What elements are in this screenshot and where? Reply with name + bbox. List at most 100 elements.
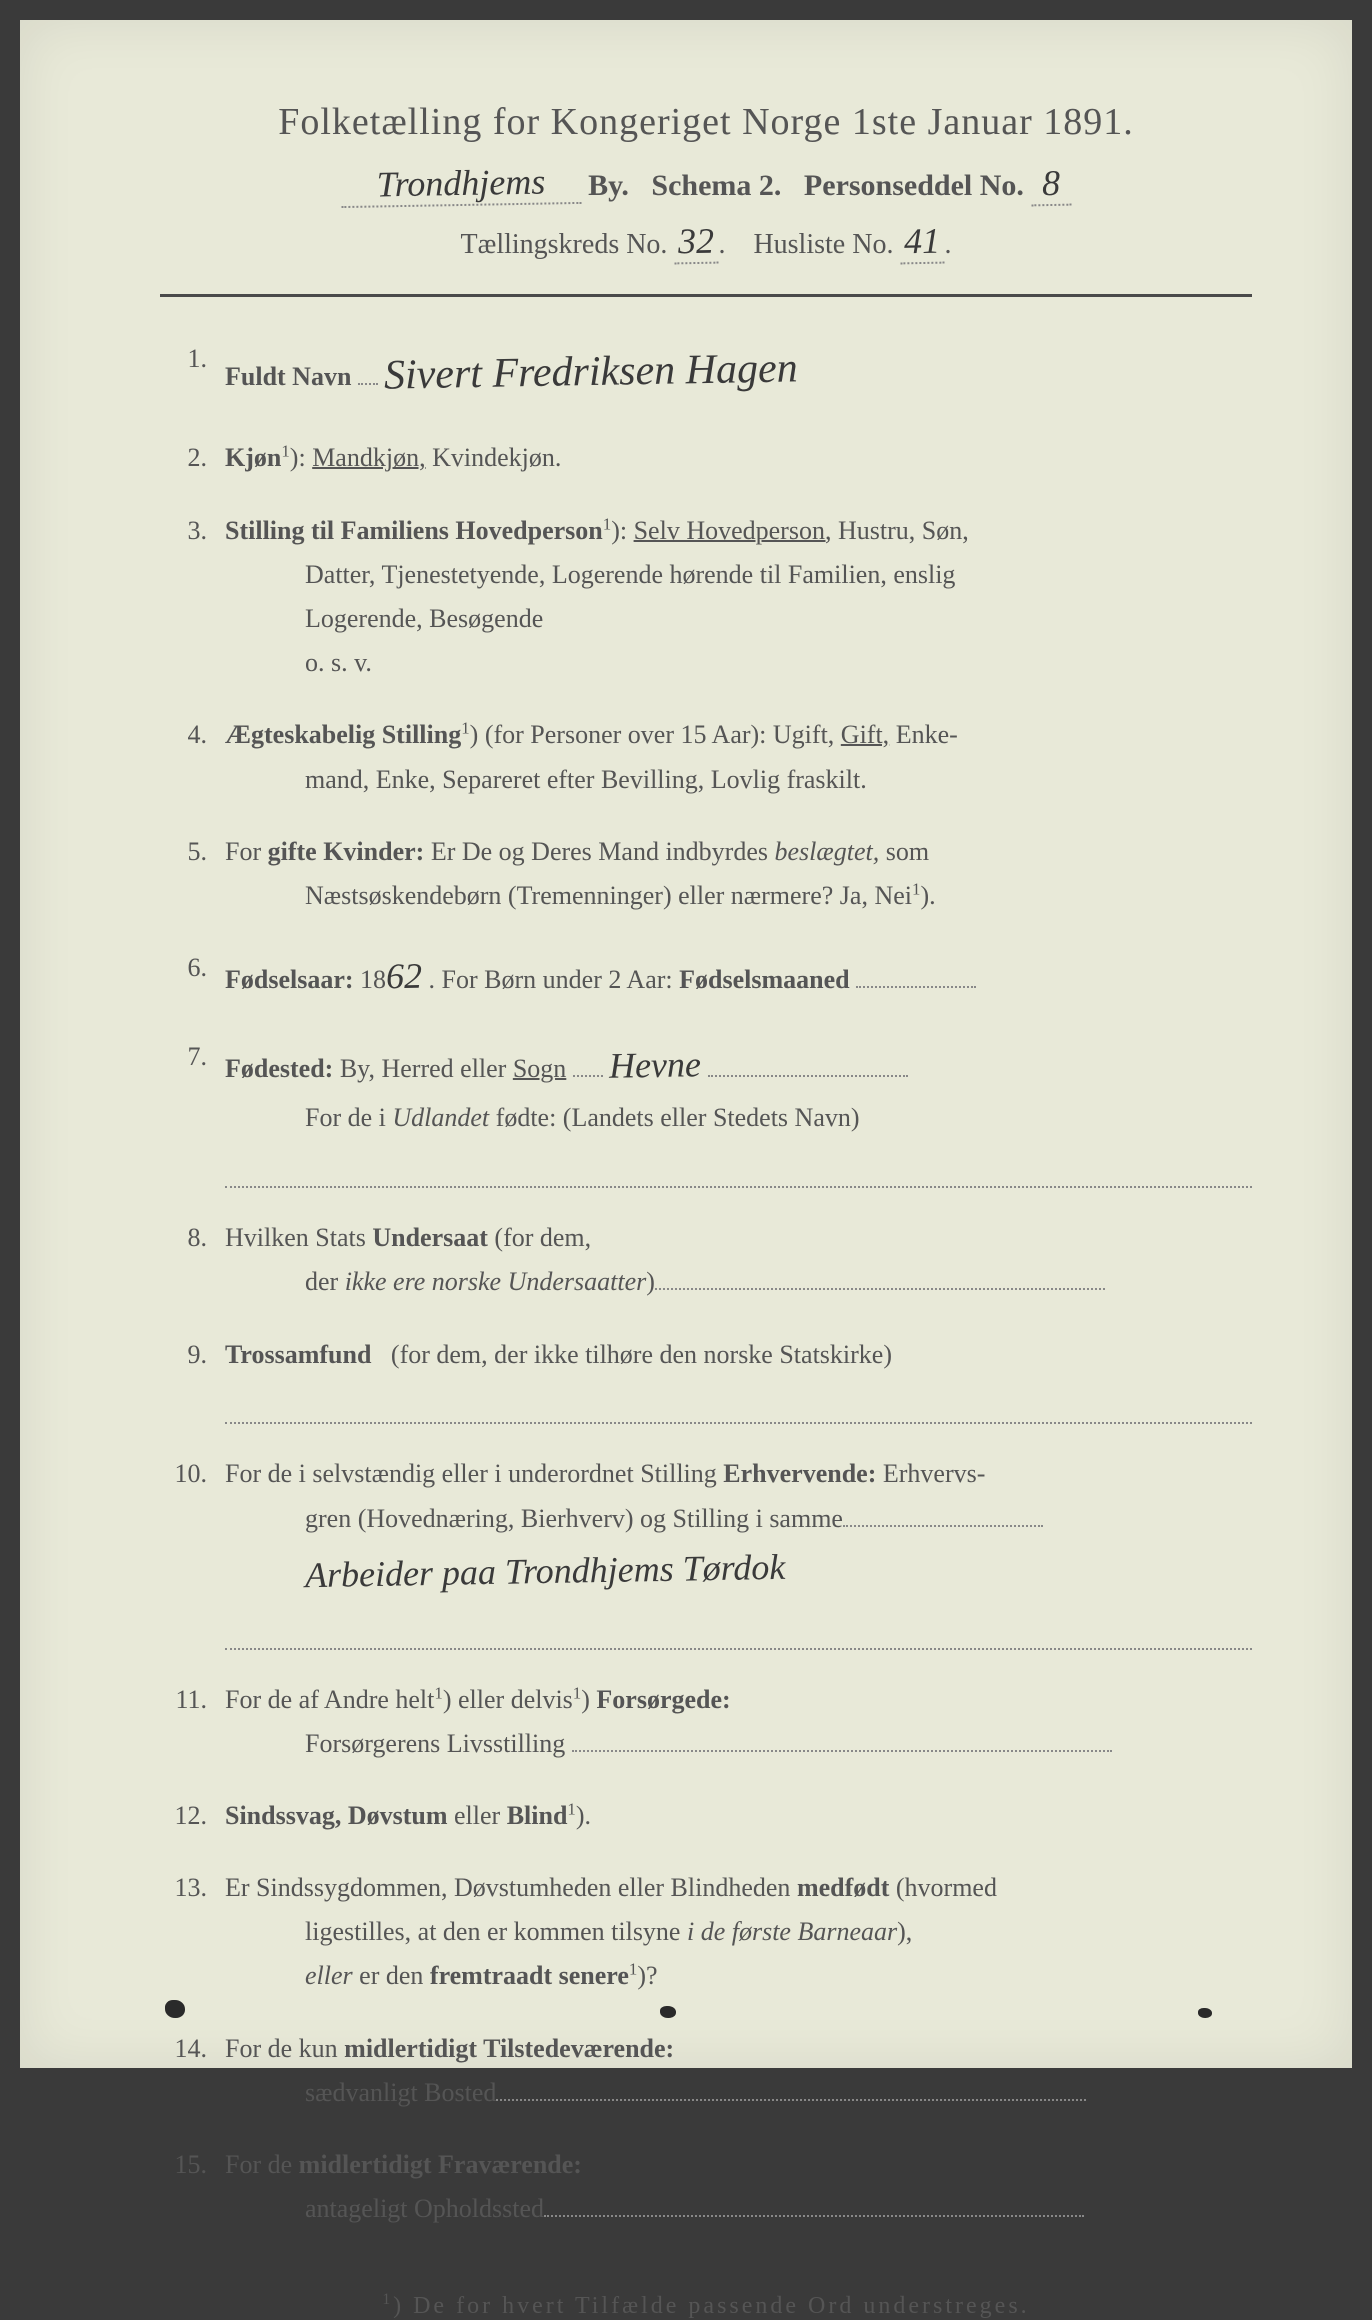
item-num: 5. xyxy=(170,830,225,918)
occupation-value: Arbeider paa Trondhjems Tørdok xyxy=(305,1537,786,1607)
item-10: 10. For de i selvstændig eller i underor… xyxy=(170,1452,1252,1649)
text2: (for dem, xyxy=(494,1223,591,1252)
text1: Hvilken Stats xyxy=(225,1223,366,1252)
line3-wrap: eller er den fremtraadt senere1)? xyxy=(225,1954,1252,1998)
line4: o. s. v. xyxy=(225,641,1252,685)
label: Ægteskabelig Stilling xyxy=(225,720,461,749)
label: midlertidigt Fraværende: xyxy=(299,2150,582,2179)
form-header: Folketælling for Kongeriget Norge 1ste J… xyxy=(160,100,1252,264)
text: (for dem, der ikke tilhøre den norske St… xyxy=(391,1340,892,1369)
line3: Logerende, Besøgende xyxy=(225,597,1252,641)
label: Stilling til Familiens Hovedperson xyxy=(225,516,603,545)
item-num: 12. xyxy=(170,1794,225,1838)
label: Forsørgede: xyxy=(596,1685,730,1714)
item-3: 3. Stilling til Familiens Hovedperson1):… xyxy=(170,509,1252,686)
line2-wrap: der ikke ere norske Undersaatter) xyxy=(225,1260,1252,1304)
item-num: 7. xyxy=(170,1035,225,1188)
label2: Fødselsmaaned xyxy=(679,965,849,994)
ink-dot-icon xyxy=(165,2000,185,2018)
text2: (hvormed xyxy=(896,1873,997,1902)
subtitle-row: Trondhjems By. Schema 2. Personseddel No… xyxy=(160,162,1252,206)
opt-after: Enke- xyxy=(896,720,958,749)
text1: For de kun xyxy=(225,2034,338,2063)
divider-line xyxy=(160,294,1252,297)
text1: . For Børn under 2 Aar: xyxy=(429,965,673,994)
item-num: 14. xyxy=(170,2027,225,2115)
item-num: 10. xyxy=(170,1452,225,1649)
item-num: 13. xyxy=(170,1866,225,1999)
schema-label: Schema 2. xyxy=(651,169,781,202)
text2: som xyxy=(886,837,929,866)
city-field: Trondhjems xyxy=(340,160,581,208)
text1: Er Sindssygdommen, Døvstumheden eller Bl… xyxy=(225,1873,790,1902)
line2-wrap: ligestilles, at den er kommen tilsyne i … xyxy=(225,1910,1252,1954)
item-content: Kjøn1): Mandkjøn, Kvindekjøn. xyxy=(225,436,1252,480)
line2-wrap: Næstsøskendebørn (Tremenninger) eller næ… xyxy=(225,874,1252,918)
opt-sogn: Sogn xyxy=(513,1054,566,1083)
personseddel-no: 8 xyxy=(1031,162,1072,207)
item-9: 9. Trossamfund (for dem, der ikke tilhør… xyxy=(170,1333,1252,1425)
ink-dot-icon xyxy=(660,2006,676,2018)
text1: By, Herred eller xyxy=(340,1054,507,1083)
item-5: 5. For gifte Kvinder: Er De og Deres Man… xyxy=(170,830,1252,918)
husliste-no: 41 xyxy=(900,220,945,265)
item-6: 6. Fødselsaar: 1862 . For Børn under 2 A… xyxy=(170,946,1252,1007)
footnote-text: ) De for hvert Tilfælde passende Ord und… xyxy=(393,2293,1030,2319)
label: Sindssvag, Døvstum xyxy=(225,1801,448,1830)
item-content: For gifte Kvinder: Er De og Deres Mand i… xyxy=(225,830,1252,918)
item-4: 4. Ægteskabelig Stilling1) (for Personer… xyxy=(170,713,1252,801)
ink-dot-icon xyxy=(1198,2008,1212,2018)
opt-gift: Gift, xyxy=(841,720,889,749)
item-content: For de i selvstændig eller i underordnet… xyxy=(225,1452,1252,1649)
label: Fødested: xyxy=(225,1054,333,1083)
by-label: By. xyxy=(588,169,629,202)
item-content: Ægteskabelig Stilling1) (for Personer ov… xyxy=(225,713,1252,801)
line2: mand, Enke, Separeret efter Bevilling, L… xyxy=(225,758,1252,802)
label: midlertidigt Tilstedeværende: xyxy=(344,2034,674,2063)
third-row: Tællingskreds No. 32. Husliste No. 41. xyxy=(160,220,1252,264)
item-content: Fødested: By, Herred eller Sogn Hevne Fo… xyxy=(225,1035,1252,1188)
item-content: For de kun midlertidigt Tilstedeværende:… xyxy=(225,2027,1252,2115)
label: Fødselsaar: xyxy=(225,965,354,994)
text1: eller xyxy=(454,1801,500,1830)
item-num: 11. xyxy=(170,1678,225,1766)
item-num: 4. xyxy=(170,713,225,801)
rest-opts: Hustru, Søn, xyxy=(838,516,969,545)
item-content: Er Sindssygdommen, Døvstumheden eller Bl… xyxy=(225,1866,1252,1999)
item-num: 15. xyxy=(170,2143,225,2231)
opt-ugift: Ugift, xyxy=(773,720,834,749)
item-content: For de af Andre helt1) eller delvis1) Fo… xyxy=(225,1678,1252,1766)
item-content: Stilling til Familiens Hovedperson1): Se… xyxy=(225,509,1252,686)
label2: Blind xyxy=(507,1801,568,1830)
prefix: For xyxy=(225,837,261,866)
label: Fuldt Navn xyxy=(225,362,351,391)
line2: Næstsøskendebørn (Tremenninger) eller næ… xyxy=(305,881,912,910)
line2-wrap: gren (Hovednæring, Bierhverv) og Stillin… xyxy=(225,1497,1252,1541)
item-num: 9. xyxy=(170,1333,225,1425)
value-line: Arbeider paa Trondhjems Tørdok xyxy=(225,1541,1252,1602)
label: medfødt xyxy=(797,1873,889,1902)
item-11: 11. For de af Andre helt1) eller delvis1… xyxy=(170,1678,1252,1766)
item-num: 6. xyxy=(170,946,225,1007)
text1: Er De og Deres Mand indbyrdes xyxy=(431,837,768,866)
item-content: Hvilken Stats Undersaat (for dem, der ik… xyxy=(225,1216,1252,1304)
item-num: 1. xyxy=(170,337,225,408)
personseddel-label: Personseddel No. xyxy=(804,169,1024,202)
item-num: 2. xyxy=(170,436,225,480)
item-num: 3. xyxy=(170,509,225,686)
text1: For de af Andre helt xyxy=(225,1685,434,1714)
item-13: 13. Er Sindssygdommen, Døvstumheden elle… xyxy=(170,1866,1252,1999)
line2: Datter, Tjenestetyende, Logerende hørend… xyxy=(225,553,1252,597)
line2-wrap: antageligt Opholdssted xyxy=(225,2187,1252,2231)
item-2: 2. Kjøn1): Mandkjøn, Kvindekjøn. xyxy=(170,436,1252,480)
italic1: beslægtet, xyxy=(775,837,880,866)
item-12: 12. Sindssvag, Døvstum eller Blind1). xyxy=(170,1794,1252,1838)
year-prefix: 18 xyxy=(360,965,386,994)
line2-wrap: sædvanligt Bosted xyxy=(225,2071,1252,2115)
blank-line xyxy=(225,1147,1252,1189)
item-content: Fødselsaar: 1862 . For Børn under 2 Aar:… xyxy=(225,946,1252,1007)
birthplace-value: Hevne xyxy=(609,1034,702,1097)
item-8: 8. Hvilken Stats Undersaat (for dem, der… xyxy=(170,1216,1252,1304)
blank-line xyxy=(225,1383,1252,1425)
label: gifte Kvinder: xyxy=(268,837,425,866)
